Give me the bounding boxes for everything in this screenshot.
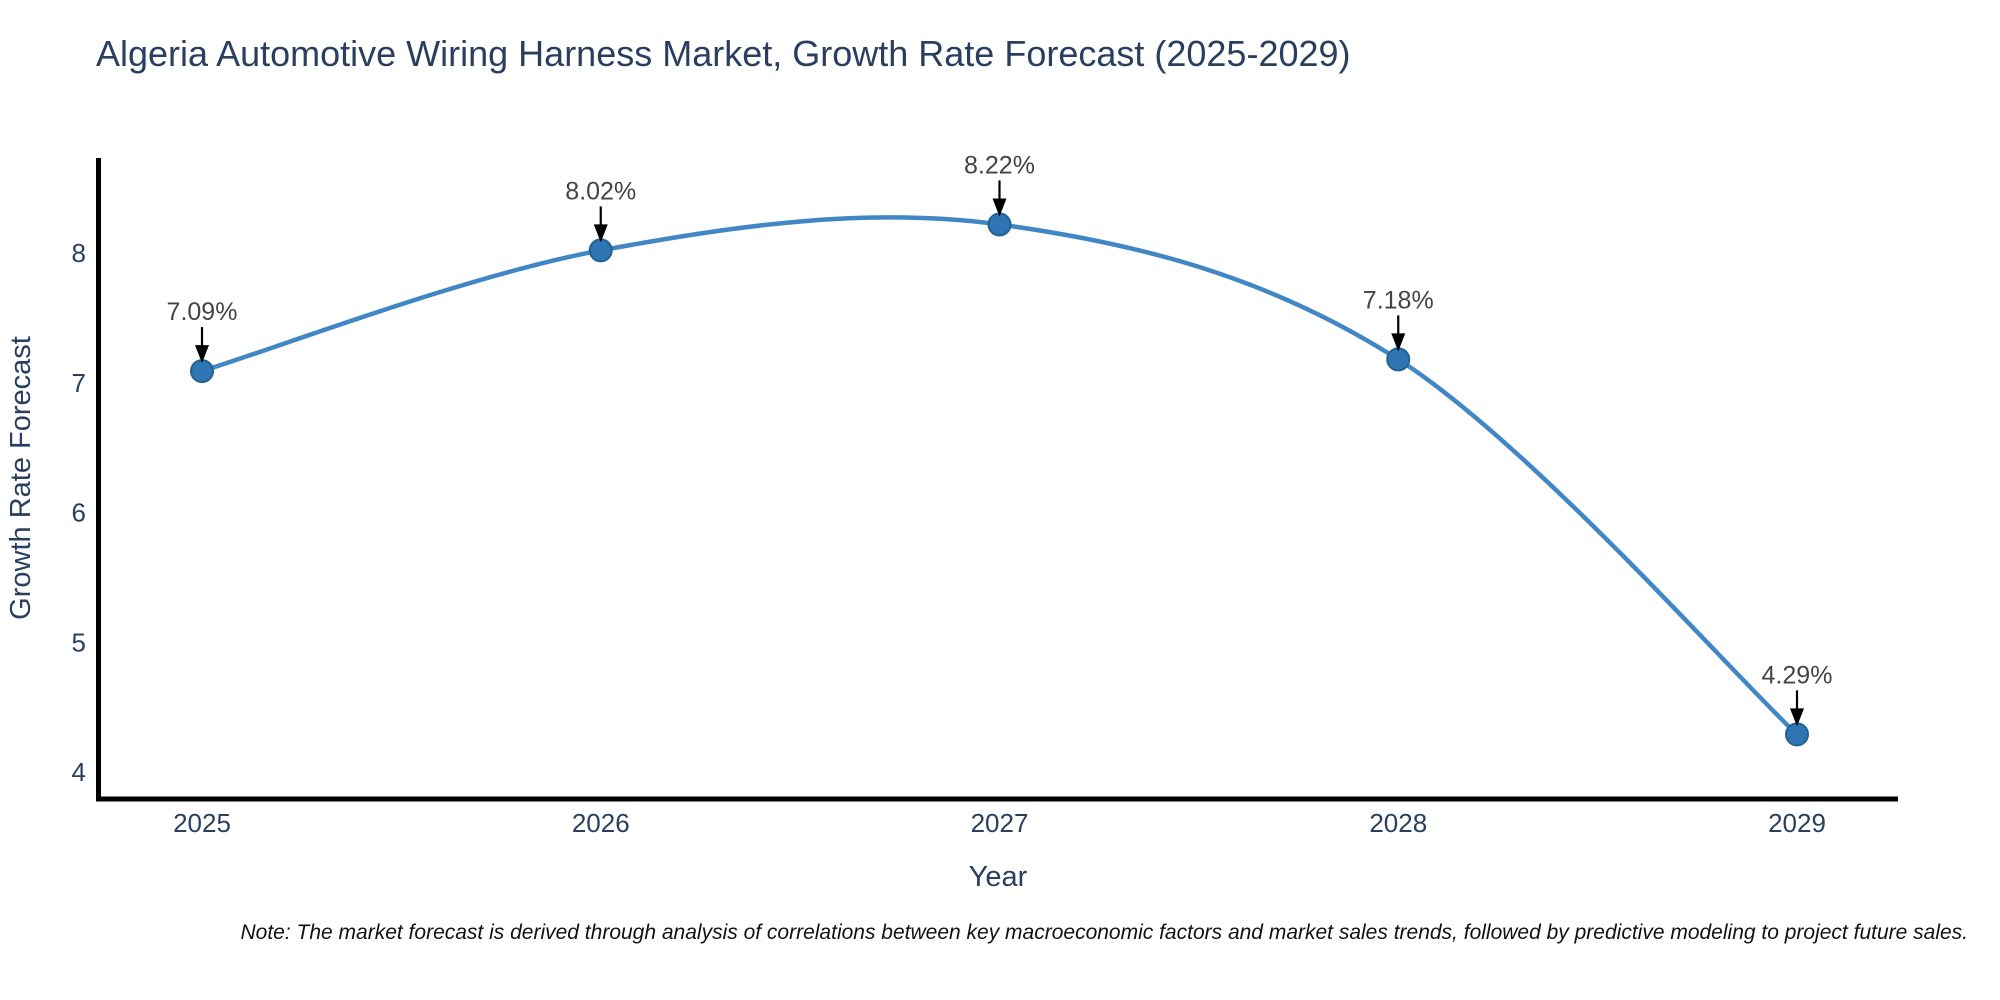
x-tick-label: 2027: [971, 808, 1029, 838]
y-tick-label: 8: [72, 238, 86, 268]
data-point-2025: [190, 359, 214, 384]
annotation-label: 8.02%: [565, 177, 636, 205]
point-annotations: 7.09% 8.02% 8.22% 7.18% 4.29%: [167, 151, 1833, 727]
x-tick-label: 2026: [572, 808, 630, 838]
annotation-arrowhead: [1790, 708, 1804, 727]
annotation-arrowhead: [195, 345, 209, 364]
y-tick-label: 4: [72, 757, 86, 787]
data-point-2026: [588, 238, 613, 263]
data-point-2028: [1386, 347, 1411, 372]
x-tick-label: 2029: [1768, 808, 1826, 838]
x-tick-label: 2028: [1369, 808, 1427, 838]
footnote: Note: The market forecast is derived thr…: [241, 921, 1969, 944]
trend-line: [199, 215, 1800, 737]
annotation-arrowhead: [1391, 333, 1406, 352]
annotation-arrowhead: [593, 224, 608, 243]
y-axis-tick-labels: 8 7 6 5 4: [72, 238, 86, 787]
annotation-arrowhead: [992, 198, 1007, 217]
x-tick-label: 2025: [173, 808, 231, 838]
x-axis-title: Year: [969, 861, 1028, 893]
annotation-label: 7.09%: [167, 298, 238, 326]
annotation-label: 4.29%: [1762, 661, 1833, 689]
annotation-label: 8.22%: [964, 151, 1035, 179]
annotation-label: 7.18%: [1363, 286, 1434, 314]
y-tick-label: 5: [72, 627, 86, 657]
data-point-2027: [987, 212, 1012, 237]
data-point-2029: [1785, 722, 1809, 747]
y-tick-label: 6: [72, 498, 86, 528]
y-axis-title: Growth Rate Forecast: [5, 336, 37, 620]
x-axis-tick-labels: 2025 2026 2027 2028 2029: [173, 808, 1826, 838]
chart-title: Algeria Automotive Wiring Harness Market…: [96, 33, 1351, 74]
y-tick-label: 7: [72, 368, 86, 398]
forecast-line-series: [190, 212, 1809, 747]
axis-spines: [96, 158, 1898, 802]
